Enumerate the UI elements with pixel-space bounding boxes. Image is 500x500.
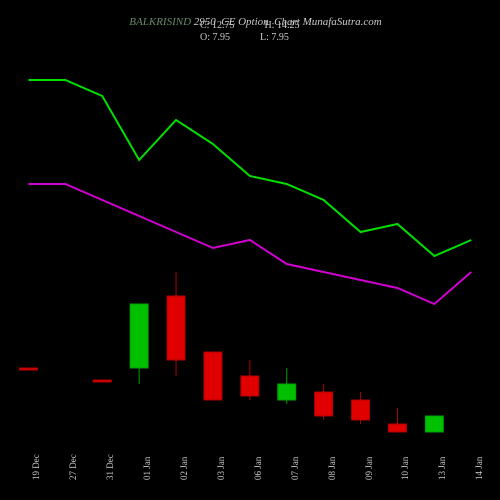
candle-body [241,376,259,396]
candle-body [19,368,37,370]
candle-body [167,296,185,360]
title-ticker: BALKRISIND [129,16,191,28]
candle-body [388,424,406,432]
price-chart-svg [10,40,490,440]
info-high: H: 14.25 [264,20,299,32]
candle-body [315,392,333,416]
candle-body [425,416,443,432]
candle-body [352,400,370,420]
candle-body [278,384,296,400]
info-close: C: 12.75 [200,20,234,32]
lower-line [28,184,471,304]
chart-container: BALKRISIND 2950 CE Option Chart MunafaSu… [0,0,500,500]
candle-body [130,304,148,368]
candle-body [204,352,222,400]
upper-line [28,80,471,256]
candle-body [93,380,111,382]
